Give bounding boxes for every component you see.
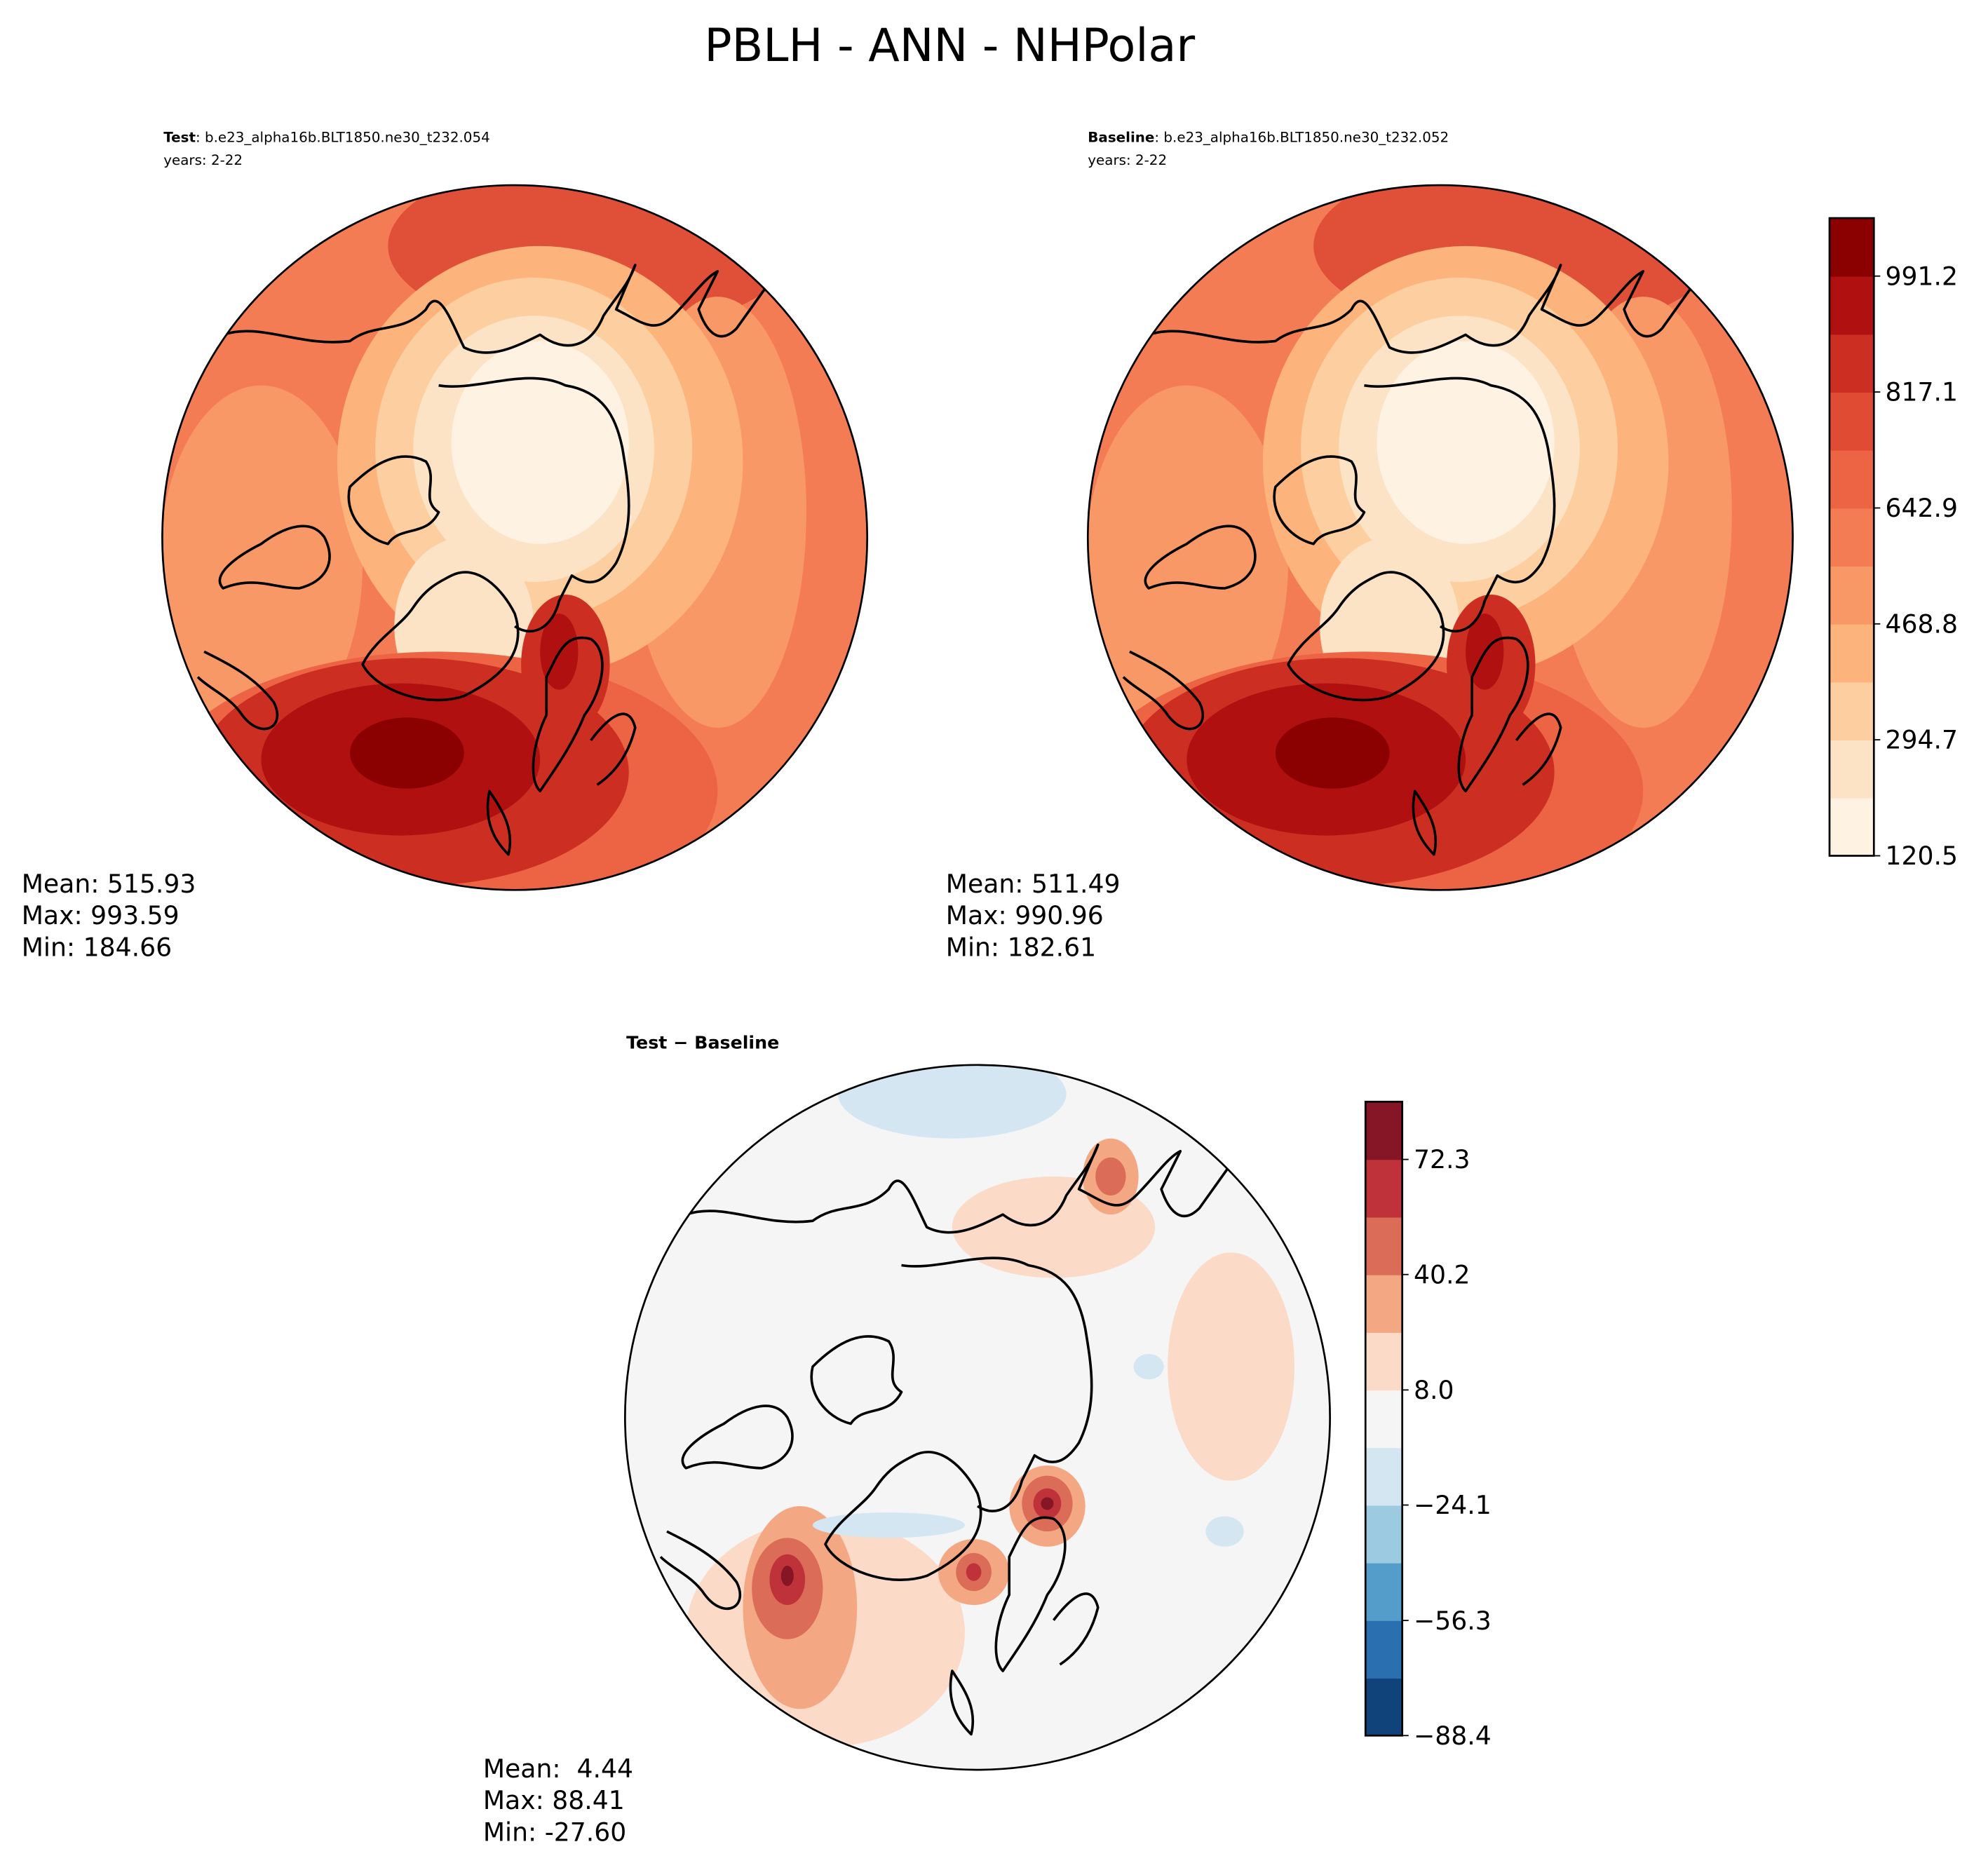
colorbar-tick-label: 120.5	[1886, 841, 1959, 871]
case-name: : b.e23_alpha16b.BLT1850.ne30_t232.054	[196, 130, 490, 146]
map-boundary	[161, 184, 869, 891]
colorbar-band	[1829, 508, 1874, 567]
case-label: Test	[163, 130, 196, 146]
colorbar-band	[1829, 218, 1874, 277]
years-label: years: 2-22	[163, 152, 243, 168]
map-field	[162, 185, 867, 890]
colorbar-band	[1829, 276, 1874, 335]
colorbar-band	[1829, 334, 1874, 393]
colorbar-band	[1365, 1274, 1402, 1333]
colorbar-tick-label: 468.8	[1886, 609, 1959, 639]
map-field	[1088, 185, 1793, 890]
colorbar-band	[1365, 1678, 1402, 1737]
panel-header: Test: b.e23_alpha16b.BLT1850.ne30_t232.0…	[163, 130, 489, 146]
panel-title: Test − Baseline	[626, 1032, 779, 1052]
colorbar-band	[1829, 740, 1874, 799]
map-boundary	[1086, 184, 1794, 891]
colorbar-band	[1365, 1217, 1402, 1275]
colorbar-tick-label: 72.3	[1414, 1144, 1470, 1174]
colorbar-tick-label: −88.4	[1414, 1721, 1492, 1751]
colorbar-tick-label: 294.7	[1886, 725, 1959, 755]
colorbar-band	[1365, 1332, 1402, 1391]
colorbar-tick-label: 8.0	[1414, 1375, 1454, 1405]
colorbar-band	[1365, 1447, 1402, 1506]
colorbar-tick-label: −24.1	[1414, 1490, 1492, 1520]
colorbar-frame	[1364, 1100, 1404, 1737]
colorbar-band	[1365, 1390, 1402, 1449]
colorbar-band	[1829, 449, 1874, 509]
stat-line: Max: 990.96	[946, 900, 1104, 930]
stat-line: Min: 182.61	[946, 932, 1096, 962]
stat-line: Mean: 515.93	[22, 869, 196, 899]
colorbar-band	[1829, 623, 1874, 683]
stat-line: Max: 88.41	[483, 1785, 625, 1815]
colorbar-band	[1365, 1159, 1402, 1218]
colorbar-tick-label: 40.2	[1414, 1259, 1470, 1289]
panel-header: Baseline: b.e23_alpha16b.BLT1850.ne30_t2…	[1088, 130, 1449, 146]
map-field	[625, 1064, 1330, 1770]
stat-line: Mean: 4.44	[483, 1754, 633, 1784]
colorbar-tick-label: 991.2	[1886, 261, 1959, 291]
colorbar-band	[1829, 682, 1874, 741]
case-label: Baseline	[1088, 130, 1154, 146]
colorbar-band	[1829, 566, 1874, 625]
map-panel	[624, 1064, 1331, 1771]
case-name: : b.e23_alpha16b.BLT1850.ne30_t232.052	[1154, 130, 1449, 146]
colorbar-band	[1829, 392, 1874, 451]
colorbar-band	[1365, 1562, 1402, 1621]
colorbar-tick-label: 817.1	[1886, 377, 1959, 407]
colorbar-band	[1365, 1505, 1402, 1564]
stat-line: Min: -27.60	[483, 1817, 626, 1847]
figure-title: PBLH - ANN - NHPolar	[704, 20, 1195, 72]
colorbar-tick-label: −56.3	[1414, 1606, 1492, 1636]
stat-line: Mean: 511.49	[946, 869, 1121, 899]
stat-line: Max: 993.59	[22, 900, 180, 930]
colorbar-tick-label: 642.9	[1886, 493, 1959, 523]
years-label: years: 2-22	[1088, 152, 1167, 168]
colorbar-frame	[1828, 217, 1875, 857]
colorbar-band	[1365, 1102, 1402, 1160]
map-panel	[161, 184, 869, 891]
colorbar-band	[1829, 797, 1874, 857]
map-boundary	[624, 1064, 1331, 1771]
colorbar-band	[1365, 1620, 1402, 1679]
stat-line: Min: 184.66	[22, 932, 172, 962]
map-panel	[1086, 184, 1794, 891]
